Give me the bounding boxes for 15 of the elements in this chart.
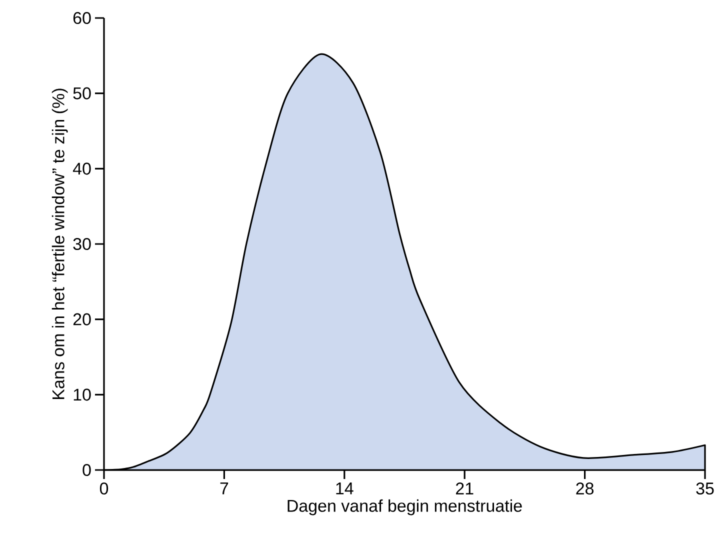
x-axis-title: Dagen vanaf begin menstruatie bbox=[288, 499, 522, 516]
y-tick-label: 10 bbox=[74, 388, 91, 401]
x-tick-label: 28 bbox=[576, 482, 594, 495]
x-tick-label: 0 bbox=[100, 482, 108, 495]
x-tick-label: 35 bbox=[696, 482, 714, 495]
x-tick-label: 14 bbox=[336, 482, 354, 494]
y-tick-label: 50 bbox=[73, 87, 91, 100]
y-axis-title: Kans om in het “fertile window” te zijn (%) bbox=[52, 88, 68, 399]
y-tick-label: 0 bbox=[82, 464, 91, 476]
x-tick-label: 21 bbox=[456, 482, 474, 494]
y-tick-label: 20 bbox=[73, 313, 91, 326]
x-tick-label: 7 bbox=[220, 482, 228, 494]
y-tick-label: 60 bbox=[73, 12, 91, 24]
y-tick-label: 30 bbox=[73, 238, 91, 250]
y-tick-label: 40 bbox=[72, 162, 91, 175]
